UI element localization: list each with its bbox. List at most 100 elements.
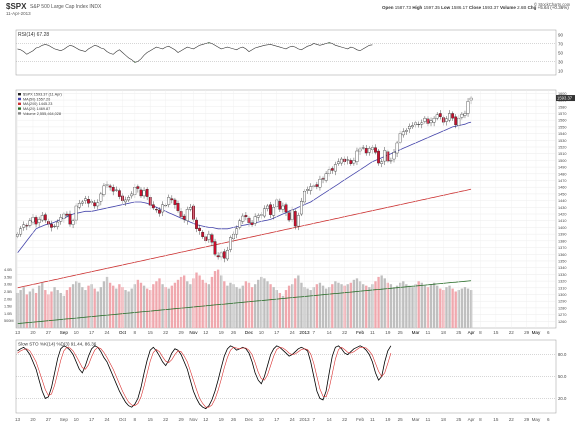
x-tick-label: Sep [60,330,69,335]
volume-bar [408,285,411,328]
volume-bar [207,284,211,328]
x-tick-label: 14 [327,330,333,335]
volume-bar [423,285,427,328]
candle-body [287,212,291,221]
x-tick-label: 15 [148,330,154,335]
price-tick: 1580 [558,105,566,109]
volume-bar [216,269,220,328]
x-tick-label: 22 [342,330,348,335]
candle-body [300,201,303,215]
candle-body [50,223,53,228]
volume-bar [189,284,192,328]
volume-tick: 1.0B [4,312,12,316]
candle-body [417,124,421,125]
volume-bar [81,287,84,328]
volume-bar [127,291,130,328]
volume-bar [226,285,229,328]
rsi-tick: 90 [558,33,564,38]
x-tick-label-bottom: 10 [74,417,80,422]
volume-bar [170,285,174,328]
sto-line-d [17,346,392,408]
volume-bar [19,290,22,328]
price-tick: 1460 [558,186,566,190]
volume-tick: 1.5B [4,305,12,309]
x-tick-label-bottom: 13 [15,417,21,422]
candle-body [195,219,198,229]
candle-body [374,147,377,153]
volume-bar [102,281,106,328]
volume-bar [257,279,260,328]
legend-swatch [18,107,21,110]
volume-bar [309,290,312,328]
price-tick: 1600 [558,92,566,96]
candle-body [463,113,467,116]
price-tick: 1310 [558,286,566,290]
volume-bar [432,282,436,328]
candle-body [435,114,439,119]
volume-bar [392,287,396,328]
volume-bar [297,275,300,328]
price-tick: 1330 [558,273,566,277]
volume-bar [115,288,118,328]
candle-body [284,204,288,213]
x-tick-label-bottom: 19 [219,417,225,422]
volume-bar [25,294,28,328]
candle-body [154,209,158,211]
candle-body [278,201,282,210]
volume-bar [355,278,359,328]
x-tick-label-bottom: 15 [493,417,499,422]
candle-body [349,160,353,164]
volume-bar [139,282,143,328]
volume-bar [318,282,322,328]
x-tick-label: 10 [74,330,80,335]
candle-body [309,186,313,191]
volume-bar [152,284,155,328]
candle-body [108,185,112,188]
x-tick-label-bottom: May [532,417,541,422]
x-tick-label-bottom: 11 [370,417,375,422]
volume-bar [253,284,257,328]
volume-bar [281,295,285,328]
x-tick-label: 29 [179,330,185,335]
candle-body [306,189,310,191]
quote-open: Open 1587.73 [382,5,412,10]
price-tick: 1370 [558,246,566,250]
candle-body [210,234,214,243]
price-tick: 1300 [558,293,566,297]
x-tick-label-bottom: 8 [134,417,137,422]
quote-close: Close 1593.37 [468,5,499,10]
x-tick-label: 24 [104,330,110,335]
candle-body [43,214,47,221]
candle-body [262,208,266,217]
price-tick: 1520 [558,145,566,149]
candle-body [383,150,387,162]
x-tick-label: 12 [203,330,209,335]
candle-body [346,159,350,161]
x-tick-label-bottom: 10 [259,417,265,422]
candle-body [241,215,245,222]
candle-body [324,173,328,181]
volume-bar [445,287,448,328]
x-tick-label: 22 [509,330,515,335]
brand-label: © StockCharts.com [534,2,571,7]
volume-bar [158,278,161,328]
price-tick: 1530 [558,139,566,143]
legend-swatch [18,93,21,96]
x-tick-label: 29 [524,330,530,335]
x-tick-label-bottom: Sep [60,417,69,422]
candle-body [337,161,340,164]
x-tick-label-bottom: 24 [290,417,296,422]
volume-bar [402,281,405,328]
volume-bar [365,285,368,328]
volume-bar [235,287,238,328]
candle-body [466,101,470,114]
volume-bar [176,279,180,328]
x-tick-label: 11 [426,330,431,335]
legend-entry: MA(50) 1557.26 [23,97,50,101]
volume-bar [448,285,451,328]
candle-body [201,231,205,237]
volume-bar [161,284,164,328]
x-tick-label: 8 [134,330,137,335]
quote-low: Low 1586.17 [441,5,468,10]
candle-body [395,142,399,154]
